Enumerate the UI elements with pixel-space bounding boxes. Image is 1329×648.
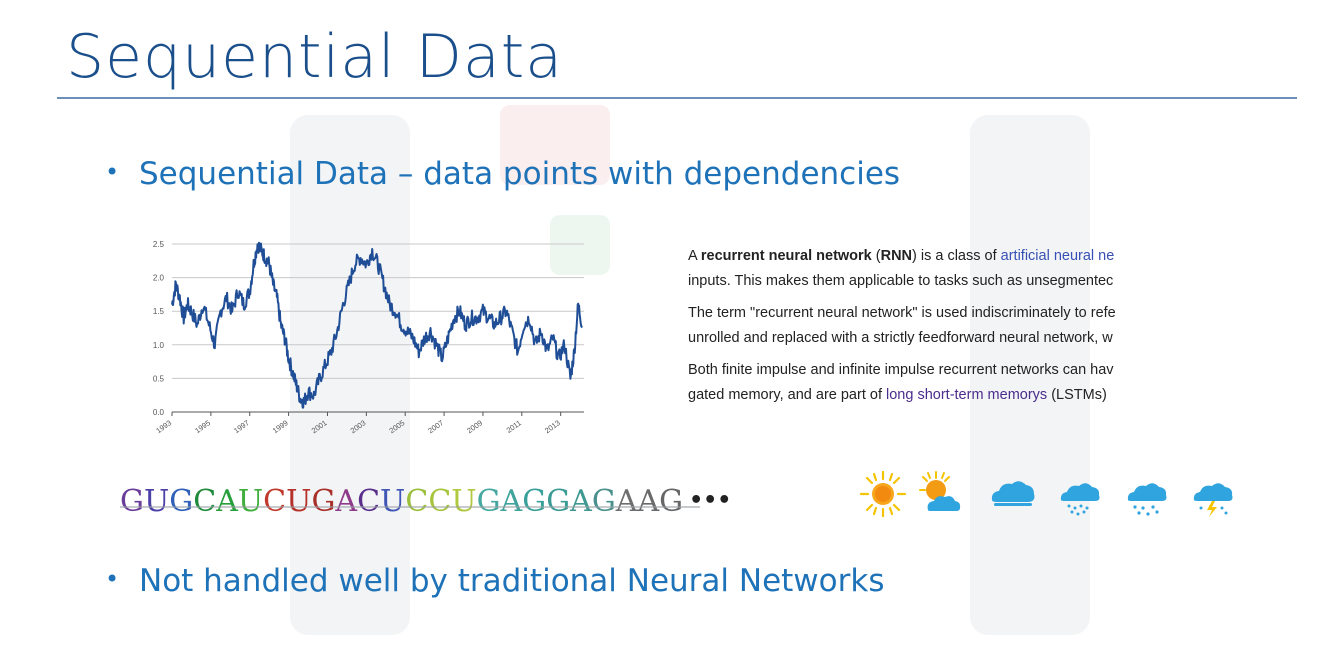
bullet-dot: •: [105, 158, 120, 186]
wiki-line: A recurrent neural network (RNN) is a cl…: [688, 244, 1240, 269]
rna-nucleotide: C: [428, 484, 452, 519]
rna-nucleotide: A: [216, 484, 238, 519]
rna-nucleotide: A: [335, 484, 358, 519]
series-line: [171, 241, 583, 409]
wikipedia-excerpt: A recurrent neural network (RNN) is a cl…: [688, 244, 1240, 444]
rain-icon: [1060, 483, 1100, 516]
wiki-line: unrolled and replaced with a strictly fe…: [688, 330, 1113, 346]
rna-nucleotide: C: [263, 484, 287, 519]
x-tick-label: 2013: [543, 418, 562, 435]
x-tick-label: 2003: [349, 418, 368, 435]
rna-nucleotide: U: [143, 484, 170, 519]
thunder-rain-icon: [1193, 483, 1233, 517]
line-chart: 0.0 0.5 1.0 1.5 2.0 2.5 1993 1995 1997 1999 2001 20…: [153, 240, 584, 435]
sun-icon: [859, 470, 907, 518]
cloud-icon: [991, 481, 1035, 506]
wiki-link-artificial-neural-network[interactable]: artificial neural ne: [1000, 248, 1115, 264]
rna-nucleotide: U: [451, 484, 477, 519]
y-tick-label: 0.5: [153, 374, 165, 383]
x-tick-label: 2005: [388, 418, 407, 435]
rna-nucleotide: C: [357, 484, 381, 519]
x-tick-label: 2009: [465, 418, 484, 435]
wiki-line: Both finite impulse and infinite impulse…: [688, 362, 1114, 378]
wiki-text: ) is a class of: [912, 248, 1001, 264]
title-divider: [57, 97, 1297, 99]
x-tick-label: 1993: [154, 418, 173, 435]
bullet-text: Sequential Data – data points with depen…: [139, 156, 901, 192]
wiki-bold-term: RNN: [880, 248, 913, 264]
y-tick-label: 1.5: [153, 307, 165, 316]
rna-nucleotide: G: [476, 484, 501, 519]
rain-snow-icon: [1127, 483, 1167, 516]
rna-nucleotide: G: [546, 484, 571, 519]
wiki-paragraph-2: The term "recurrent neural network" is u…: [688, 301, 1240, 351]
wiki-link-lstm[interactable]: long short-term memorys: [886, 387, 1048, 403]
y-tick-label: 2.5: [153, 240, 165, 249]
rna-nucleotide: G: [659, 484, 684, 519]
y-tick-label: 1.0: [153, 341, 165, 350]
sequence-ellipsis: •••: [689, 488, 732, 513]
wiki-bold-term: recurrent neural network: [700, 248, 872, 264]
x-tick-label: 2001: [310, 418, 329, 435]
rna-nucleotide: U: [237, 484, 264, 519]
rna-nucleotide: U: [286, 484, 312, 519]
rna-nucleotide: G: [522, 484, 547, 519]
x-tick-label: 2011: [505, 418, 523, 435]
rna-nucleotide: G: [591, 484, 616, 519]
wiki-line: gated memory, and are part of long short…: [688, 383, 1240, 408]
rna-nucleotide: A: [570, 484, 592, 519]
x-tick-label: 1997: [232, 418, 251, 435]
sequence-strand-line: [120, 506, 700, 508]
bullet-text: Not handled well by traditional Neural N…: [139, 563, 885, 599]
x-tick-label: 1995: [193, 418, 212, 435]
slide-title: Sequential Data: [66, 22, 564, 92]
y-tick-label: 2.0: [153, 274, 165, 283]
x-tick-label: 1999: [271, 418, 290, 435]
rna-nucleotide: C: [193, 484, 217, 519]
wiki-paragraph-3: Both finite impulse and infinite impulse…: [688, 358, 1240, 408]
wiki-line: The term "recurrent neural network" is u…: [688, 305, 1116, 321]
rna-sequence: GUGCAUCUGACUCCUGAGGAGAAG •••: [120, 484, 731, 524]
rna-nucleotide: U: [380, 484, 406, 519]
wiki-line: inputs. This makes them applicable to ta…: [688, 273, 1114, 289]
rna-nucleotide: C: [405, 484, 429, 519]
rna-nucleotide: A: [637, 484, 660, 519]
bullet-dot: •: [105, 565, 120, 593]
partly-sunny-icon: [919, 471, 961, 511]
wiki-paragraph-1: A recurrent neural network (RNN) is a cl…: [688, 244, 1240, 294]
rna-nucleotide: G: [169, 484, 194, 519]
wiki-text: (LSTMs): [1047, 387, 1107, 403]
rna-nucleotide: G: [311, 484, 336, 519]
rna-nucleotide: A: [615, 484, 638, 519]
rna-letters: GUGCAUCUGACUCCUGAGGAGAAG: [120, 484, 683, 519]
rna-nucleotide: G: [120, 484, 144, 519]
x-tick-label: 2007: [426, 418, 445, 435]
rna-nucleotide: A: [500, 484, 523, 519]
bullet-item: • Sequential Data – data points with depe…: [105, 156, 900, 192]
y-tick-label: 0.0: [153, 408, 165, 417]
wiki-text: A: [688, 248, 701, 264]
bullet-item: • Not handled well by traditional Neural …: [105, 563, 884, 599]
wiki-text: (: [871, 248, 881, 264]
wiki-text: gated memory, and are part of: [688, 387, 887, 403]
